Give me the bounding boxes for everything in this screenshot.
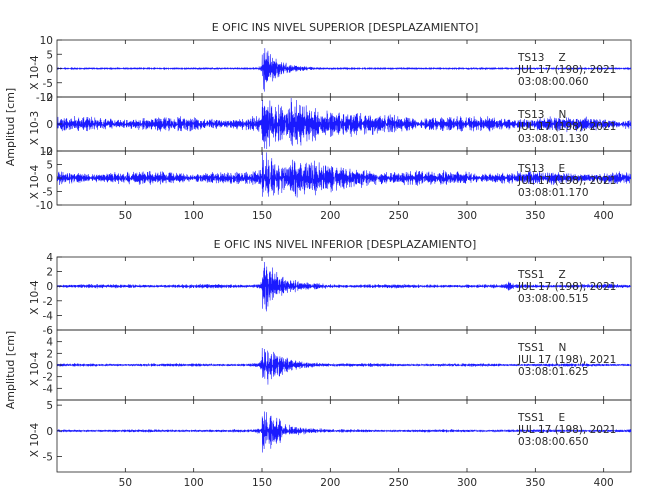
- y-tick-label: 5: [46, 160, 53, 172]
- date-label: JUL 17 (198), 2021: [517, 64, 616, 76]
- station-label: TSS1 Z: [517, 269, 566, 281]
- chart-title-inferior: E OFIC INS NIVEL INFERIOR [DESPLAZAMIENT…: [214, 238, 477, 251]
- y-tick-label: -2: [43, 372, 53, 384]
- y-tick-label: 2: [46, 348, 53, 360]
- date-label: JUL 17 (198), 2021: [517, 121, 616, 133]
- y-tick-label: 0: [46, 119, 53, 131]
- y-tick-label: 4: [46, 337, 53, 349]
- scale-label: X 10-4: [29, 280, 41, 315]
- y-tick-label: -4: [43, 310, 54, 322]
- y-tick-label: 0: [46, 426, 53, 438]
- date-label: JUL 17 (198), 2021: [517, 424, 616, 436]
- y-tick-label: 2: [46, 92, 53, 104]
- x-tick-label: 250: [389, 477, 409, 489]
- y-tick-label: 10: [40, 35, 53, 47]
- y-tick-label: 10: [40, 146, 53, 158]
- y-tick-label: 5: [46, 400, 53, 412]
- y-tick-label: 4: [46, 252, 53, 264]
- y-tick-label: 0: [46, 281, 53, 293]
- waveform-sup-e: [56, 151, 632, 198]
- y-tick-label: -6: [43, 325, 54, 337]
- x-tick-label: 400: [594, 477, 614, 489]
- panel-frame: [56, 399, 632, 473]
- station-label: TS13 E: [517, 163, 565, 175]
- y-tick-label: 5: [46, 49, 53, 61]
- station-label: TS13 Z: [517, 52, 566, 64]
- x-tick-label: 100: [184, 210, 204, 222]
- y-tick-label: 0: [46, 360, 53, 372]
- x-tick-label: 250: [389, 210, 409, 222]
- y-tick-label: 0: [46, 64, 53, 76]
- x-tick-label: 350: [525, 210, 545, 222]
- waveform-sup-n: [56, 97, 632, 150]
- y-tick-label: -5: [43, 78, 53, 90]
- x-tick-label: 350: [525, 477, 545, 489]
- x-tick-label: 300: [457, 477, 477, 489]
- y-tick-label: 2: [46, 267, 53, 279]
- waveform-inf-e: [56, 411, 632, 453]
- time-label: 03:08:01.625: [518, 366, 589, 378]
- x-tick-label: 50: [119, 210, 132, 222]
- scale-label: X 10-3: [29, 111, 41, 145]
- waveform-inf-z: [56, 262, 632, 312]
- ylabel-inferior: Amplitud [cm]: [4, 331, 17, 409]
- x-tick-label: 150: [252, 477, 272, 489]
- y-tick-label: -2: [43, 296, 53, 308]
- date-label: JUL 17 (198), 2021: [517, 175, 616, 187]
- x-tick-label: 400: [594, 210, 614, 222]
- y-tick-label: -4: [43, 383, 54, 395]
- y-tick-label: -10: [36, 92, 53, 104]
- y-tick-label: 0: [46, 173, 53, 185]
- x-tick-label: 200: [320, 210, 340, 222]
- x-tick-label: 300: [457, 210, 477, 222]
- scale-label: X 10-4: [29, 352, 41, 387]
- x-tick-label: 150: [252, 210, 272, 222]
- y-tick-label: -2: [43, 146, 53, 158]
- time-label: 03:08:00.515: [518, 293, 589, 305]
- x-tick-label: 50: [119, 477, 132, 489]
- station-label: TSS1 E: [517, 412, 565, 424]
- y-tick-label: -5: [43, 187, 53, 199]
- y-tick-label: -5: [43, 452, 53, 464]
- x-tick-label: 200: [320, 477, 340, 489]
- ylabel-superior: Amplitud [cm]: [4, 88, 17, 166]
- time-label: 03:08:01.170: [518, 187, 589, 199]
- time-label: 03:08:00.060: [518, 76, 589, 88]
- station-label: TS13 N: [517, 109, 566, 121]
- scale-label: X 10-4: [29, 423, 41, 458]
- y-tick-label: -10: [36, 200, 53, 212]
- x-tick-label: 100: [184, 477, 204, 489]
- date-label: JUL 17 (198), 2021: [517, 281, 616, 293]
- date-label: JUL 17 (198), 2021: [517, 354, 616, 366]
- scale-label: X 10-4: [29, 165, 41, 200]
- time-label: 03:08:00.650: [518, 436, 589, 448]
- waveform-inf-n: [56, 347, 632, 385]
- scale-label: X 10-4: [29, 55, 41, 90]
- time-label: 03:08:01.130: [518, 133, 589, 145]
- station-label: TSS1 N: [517, 342, 566, 354]
- chart-title-superior: E OFIC INS NIVEL SUPERIOR [DESPLAZAMIENT…: [212, 21, 479, 34]
- waveform-sup-z: [56, 48, 632, 92]
